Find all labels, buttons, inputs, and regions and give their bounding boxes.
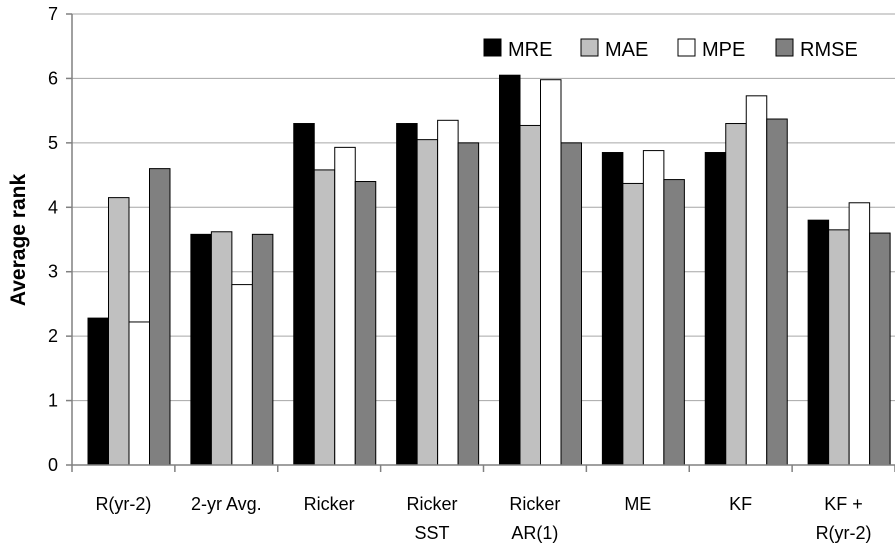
legend-swatch-mpe: [677, 38, 696, 57]
bar-mae-1: [210, 231, 233, 466]
bar-mpe-6: [745, 95, 768, 466]
legend-label-mre: MRE: [508, 39, 552, 61]
bar-rmse-5: [663, 179, 685, 466]
bar-mae-6: [725, 123, 747, 466]
bar-mpe-5: [642, 150, 665, 466]
bar-mre-5: [601, 152, 624, 466]
x-category-label-2-0: Ricker: [304, 494, 355, 514]
x-category-label-3-0: Ricker: [407, 494, 458, 514]
y-tick-label-0: 0: [48, 455, 58, 475]
x-category-label-5-0: ME: [624, 494, 651, 514]
bar-mpe-7: [848, 202, 871, 466]
legend: MRE MAE MPE RMSE: [483, 38, 858, 61]
x-category-label-7-0: KF +: [824, 494, 863, 514]
y-tick-label-6: 6: [48, 68, 58, 88]
y-tick-label-2: 2: [48, 326, 58, 346]
bar-rmse-2: [354, 181, 377, 466]
y-tick-label-7: 7: [48, 4, 58, 24]
bar-mre-2: [293, 123, 315, 466]
bar-mre-6: [704, 152, 727, 466]
y-tick-label-5: 5: [48, 133, 58, 153]
x-category-label-6-0: KF: [729, 494, 752, 514]
bar-mpe-2: [334, 146, 356, 466]
bar-mpe-0: [128, 321, 150, 466]
y-tick-label-1: 1: [48, 391, 58, 411]
bar-mae-4: [519, 124, 541, 466]
bar-mre-7: [807, 219, 830, 466]
bar-mre-3: [396, 123, 418, 466]
bar-mae-5: [622, 182, 644, 466]
bar-mre-4: [499, 74, 521, 466]
y-tick-label-4: 4: [48, 197, 58, 217]
bar-mae-0: [108, 197, 130, 466]
x-category-label-0-0: R(yr-2): [95, 494, 151, 514]
bar-rmse-6: [766, 118, 788, 466]
bar-mpe-3: [437, 119, 459, 466]
bar-mre-1: [190, 233, 212, 466]
y-axis-label: Average rank: [7, 174, 30, 307]
bar-mae-7: [828, 229, 850, 466]
x-category-label-1-0: 2-yr Avg.: [191, 494, 262, 514]
x-category-label-7-1: R(yr-2): [816, 523, 872, 543]
legend-swatch-rmse: [775, 38, 794, 57]
bar-rmse-7: [869, 232, 891, 466]
bar-mpe-4: [540, 79, 562, 466]
bar-mpe-1: [231, 284, 253, 466]
bar-rmse-1: [251, 233, 274, 466]
bar-rmse-0: [149, 168, 171, 466]
bar-rmse-3: [457, 142, 480, 466]
x-category-label-4-1: AR(1): [511, 523, 558, 543]
legend-label-mpe: MPE: [702, 39, 745, 61]
x-category-labels: R(yr-2) 2-yr Avg. Ricker Ricker SST Ricker AR(…: [95, 494, 871, 543]
bars: [87, 74, 891, 466]
bar-mae-3: [416, 139, 439, 466]
y-tick-labels: 0 1 2 3 4 5 6 7: [48, 4, 58, 475]
axes: [66, 13, 895, 472]
legend-swatch-mre: [483, 38, 502, 57]
bar-mre-0: [87, 317, 109, 466]
x-category-label-3-1: SST: [415, 523, 450, 543]
y-tick-label-3: 3: [48, 262, 58, 282]
x-category-label-4-0: Ricker: [509, 494, 560, 514]
legend-swatch-mae: [580, 38, 599, 57]
legend-label-rmse: RMSE: [800, 39, 858, 61]
legend-label-mae: MAE: [605, 39, 648, 61]
bar-rmse-4: [560, 142, 582, 466]
bar-mae-2: [313, 169, 336, 466]
